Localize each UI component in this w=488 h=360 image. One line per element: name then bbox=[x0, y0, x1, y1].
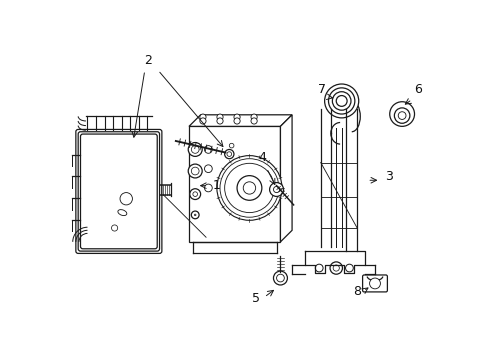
Circle shape bbox=[111, 225, 118, 231]
FancyBboxPatch shape bbox=[362, 275, 386, 292]
Bar bbox=[189, 126, 280, 242]
Circle shape bbox=[237, 176, 261, 200]
Circle shape bbox=[269, 183, 283, 197]
Circle shape bbox=[120, 193, 132, 205]
Circle shape bbox=[276, 274, 284, 282]
Circle shape bbox=[324, 84, 358, 118]
Circle shape bbox=[188, 143, 202, 156]
Circle shape bbox=[397, 112, 405, 120]
Circle shape bbox=[243, 182, 255, 194]
Circle shape bbox=[332, 265, 339, 271]
Circle shape bbox=[188, 164, 202, 178]
Circle shape bbox=[191, 167, 199, 175]
Circle shape bbox=[200, 114, 205, 120]
Circle shape bbox=[332, 92, 350, 110]
Circle shape bbox=[233, 118, 240, 124]
Circle shape bbox=[224, 149, 233, 159]
Circle shape bbox=[229, 143, 233, 148]
Circle shape bbox=[389, 102, 414, 126]
Circle shape bbox=[273, 271, 287, 285]
Text: 7: 7 bbox=[318, 83, 325, 96]
Text: 6: 6 bbox=[413, 83, 421, 96]
Circle shape bbox=[217, 114, 223, 120]
FancyBboxPatch shape bbox=[78, 132, 159, 251]
Text: 3: 3 bbox=[384, 170, 392, 183]
Circle shape bbox=[204, 145, 212, 153]
Circle shape bbox=[189, 189, 200, 199]
Circle shape bbox=[217, 118, 223, 124]
Text: 8: 8 bbox=[352, 285, 361, 298]
Circle shape bbox=[192, 192, 197, 197]
Circle shape bbox=[200, 118, 205, 124]
FancyBboxPatch shape bbox=[76, 130, 162, 253]
Circle shape bbox=[328, 88, 354, 114]
Circle shape bbox=[369, 278, 380, 289]
Text: 4: 4 bbox=[258, 150, 266, 164]
Circle shape bbox=[336, 95, 346, 106]
Circle shape bbox=[250, 118, 257, 124]
Circle shape bbox=[393, 108, 409, 123]
Circle shape bbox=[191, 211, 199, 219]
Polygon shape bbox=[280, 115, 291, 242]
Circle shape bbox=[220, 159, 278, 217]
Circle shape bbox=[191, 145, 199, 153]
Circle shape bbox=[329, 262, 342, 274]
Text: 1: 1 bbox=[212, 179, 220, 192]
FancyBboxPatch shape bbox=[81, 134, 157, 249]
Circle shape bbox=[217, 156, 282, 220]
Text: 5: 5 bbox=[252, 292, 260, 305]
Circle shape bbox=[233, 114, 240, 120]
Circle shape bbox=[204, 165, 212, 172]
Circle shape bbox=[224, 163, 274, 213]
Circle shape bbox=[345, 264, 352, 272]
Circle shape bbox=[226, 152, 231, 156]
Circle shape bbox=[204, 184, 212, 192]
Ellipse shape bbox=[118, 210, 126, 216]
Circle shape bbox=[273, 186, 279, 193]
Circle shape bbox=[194, 214, 196, 216]
Polygon shape bbox=[189, 115, 291, 126]
Circle shape bbox=[315, 264, 323, 272]
Text: 2: 2 bbox=[143, 54, 152, 67]
Circle shape bbox=[250, 114, 257, 120]
